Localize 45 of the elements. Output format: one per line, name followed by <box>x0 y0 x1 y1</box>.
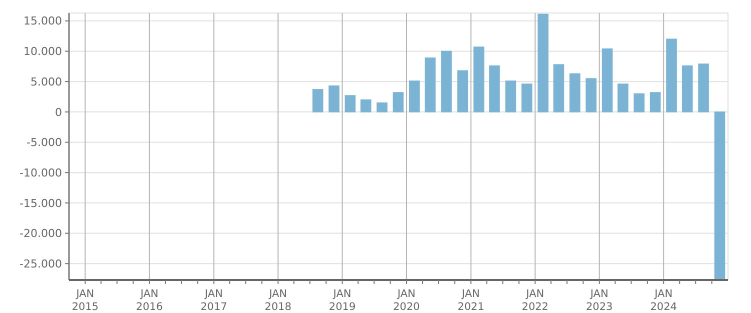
x-tick-label: JAN 2024 <box>650 288 678 313</box>
y-tick-label: 0 <box>55 106 62 119</box>
bar <box>538 14 548 112</box>
y-tick-label: 10.000 <box>24 45 62 58</box>
x-tick-label: JAN 2018 <box>264 288 292 313</box>
x-tick-label: JAN 2020 <box>393 288 420 313</box>
bar <box>424 58 436 112</box>
bar <box>521 84 532 112</box>
bar <box>312 89 324 112</box>
bar <box>714 112 726 280</box>
x-tick-label: JAN 2016 <box>136 288 164 313</box>
bar <box>328 85 340 112</box>
x-tick-label: JAN 2021 <box>458 288 484 313</box>
bar <box>409 80 420 112</box>
bar <box>376 102 388 112</box>
bar <box>489 65 500 112</box>
bar <box>650 92 661 112</box>
bar <box>360 99 372 112</box>
y-tick-label: -25.000 <box>20 257 62 270</box>
x-tick-label: JAN 2022 <box>522 288 549 313</box>
y-tick-label: -10.000 <box>20 166 62 180</box>
bar <box>698 64 709 112</box>
y-tick-label: -15.000 <box>20 196 62 210</box>
bar <box>392 92 404 112</box>
x-tick-label: JAN 2019 <box>328 288 356 313</box>
bar <box>682 65 693 112</box>
x-tick-label: JAN 2017 <box>200 288 228 313</box>
bar <box>505 80 516 112</box>
bar <box>457 70 468 112</box>
bar <box>344 95 356 112</box>
bar <box>570 73 580 112</box>
bar <box>666 38 677 112</box>
bar <box>586 78 596 112</box>
bar <box>473 46 484 112</box>
bar <box>441 50 452 112</box>
y-tick-label: 5.000 <box>30 75 62 88</box>
y-tick-label: -20.000 <box>20 227 62 240</box>
bar <box>602 48 613 112</box>
y-tick-label: 15.000 <box>24 14 62 28</box>
bar <box>618 84 628 112</box>
bar <box>553 64 564 112</box>
y-tick-label: -5.000 <box>26 136 62 150</box>
x-tick-label: JAN 2023 <box>586 288 613 313</box>
bar <box>634 93 645 112</box>
x-tick-label: JAN 2015 <box>72 288 99 313</box>
